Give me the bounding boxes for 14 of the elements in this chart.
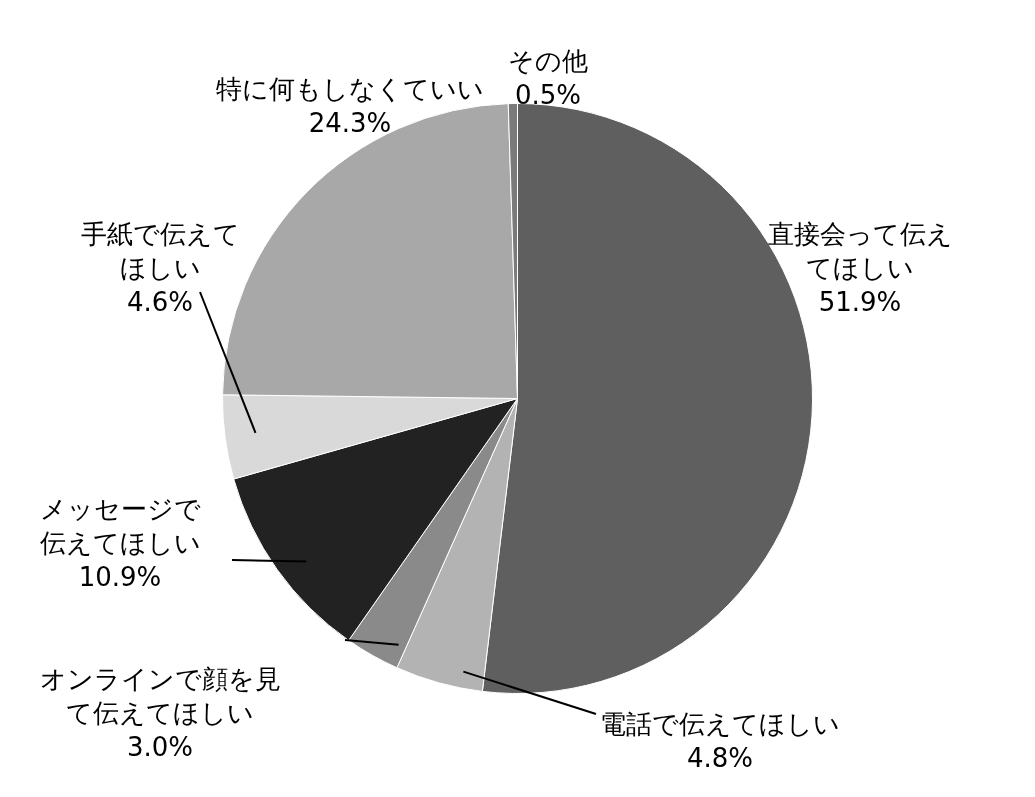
slice-label: 電話で伝えてほしい [600, 709, 840, 739]
slice-label: 直接会って伝えてほしい [767, 219, 953, 283]
data-label: 0.5% [514, 80, 582, 110]
data-label: 24.3% [308, 108, 392, 138]
slice-label: その他 [508, 46, 588, 76]
data-label: 3.0% [126, 732, 194, 762]
data-label: 4.6% [126, 287, 194, 317]
data-label: 4.8% [686, 743, 754, 773]
data-label: 10.9% [78, 562, 162, 592]
slice-label: オンラインで顔を見て伝えてほしい [39, 664, 281, 728]
data-label: 51.9% [818, 287, 902, 317]
slice-label: 手紙で伝えてほしい [80, 219, 240, 283]
slice-label: 特に何もしなくていい [216, 74, 484, 104]
slice-label: メッセージで伝えてほしい [39, 494, 201, 558]
